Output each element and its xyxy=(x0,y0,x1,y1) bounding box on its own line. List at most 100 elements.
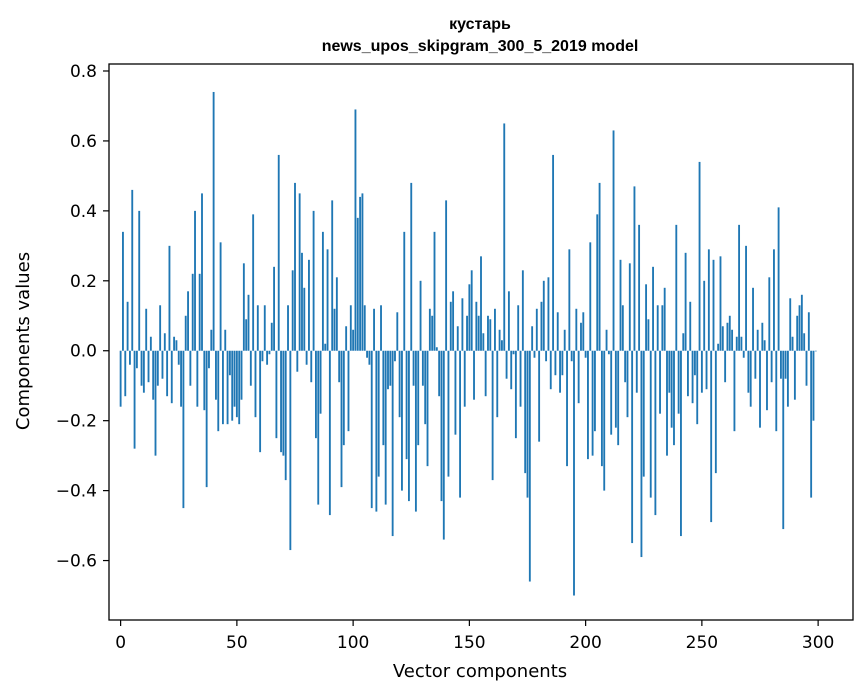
bars-group xyxy=(119,91,817,596)
bar xyxy=(482,333,485,351)
bar xyxy=(417,350,420,446)
bar xyxy=(512,350,515,355)
bar xyxy=(580,322,582,351)
bar xyxy=(591,350,594,456)
bar xyxy=(377,350,380,477)
bar xyxy=(673,350,675,446)
bar xyxy=(254,350,257,418)
bar xyxy=(635,350,638,393)
bar xyxy=(531,326,534,351)
bar xyxy=(649,350,652,498)
bar xyxy=(549,350,552,390)
bar xyxy=(303,287,306,351)
bar xyxy=(754,350,757,379)
bar xyxy=(793,350,796,400)
bar xyxy=(147,350,150,383)
bar xyxy=(552,154,555,351)
x-tick-label: 0 xyxy=(115,633,126,653)
bar xyxy=(807,312,810,351)
bar xyxy=(461,298,464,351)
bar xyxy=(159,305,162,351)
bar xyxy=(812,350,815,421)
bar xyxy=(731,329,734,351)
bar xyxy=(119,350,122,407)
bar xyxy=(540,301,543,351)
bar xyxy=(217,350,220,432)
bar xyxy=(747,350,750,393)
bar xyxy=(710,350,713,523)
bar xyxy=(547,277,550,351)
bar xyxy=(503,123,506,351)
bar xyxy=(226,350,229,425)
bar xyxy=(526,350,529,498)
bar xyxy=(173,336,176,351)
bar xyxy=(408,350,410,502)
bar xyxy=(473,350,475,400)
bar xyxy=(707,249,710,351)
bar xyxy=(770,350,773,383)
bar xyxy=(475,301,478,351)
bar xyxy=(700,350,703,393)
bar xyxy=(814,350,817,352)
bar xyxy=(240,350,243,400)
bar xyxy=(514,350,517,439)
bar xyxy=(196,350,199,407)
bar xyxy=(275,350,278,439)
bar xyxy=(689,301,692,351)
bar xyxy=(498,329,501,351)
bar xyxy=(577,350,580,404)
bar xyxy=(212,91,215,351)
bar xyxy=(533,350,536,358)
bar xyxy=(208,350,210,369)
bar xyxy=(768,277,771,351)
bar xyxy=(654,350,657,516)
bar xyxy=(705,350,708,390)
y-axis-ticks: −0.6 −0.4 −0.2 0.0 0.2 0.4 0.6 0.8 xyxy=(56,62,109,572)
bar xyxy=(184,315,187,351)
bar xyxy=(273,266,275,351)
bar xyxy=(228,350,231,376)
x-tick-label: 100 xyxy=(337,633,369,653)
bar xyxy=(624,350,627,383)
bar xyxy=(347,350,350,432)
x-axis-label: Vector components xyxy=(393,661,567,682)
bar xyxy=(661,305,664,351)
bar xyxy=(521,270,524,351)
bar xyxy=(289,350,292,551)
bar xyxy=(496,350,499,418)
bar xyxy=(131,189,134,351)
bar xyxy=(305,350,308,365)
bar xyxy=(756,329,759,351)
bar xyxy=(242,263,245,351)
bar xyxy=(752,287,754,351)
x-tick-label: 50 xyxy=(226,633,248,653)
bar xyxy=(170,350,173,404)
bar xyxy=(535,308,538,351)
bar xyxy=(419,280,422,351)
bar xyxy=(431,315,434,351)
bar xyxy=(573,350,575,596)
bar xyxy=(614,350,617,428)
bar xyxy=(617,350,620,446)
y-tick-label: −0.4 xyxy=(56,482,97,502)
bar xyxy=(684,252,687,351)
bar xyxy=(507,291,510,351)
bar xyxy=(717,343,720,351)
bar xyxy=(249,350,252,386)
bar xyxy=(354,109,357,351)
bar xyxy=(149,336,152,351)
bar xyxy=(428,308,431,351)
bar xyxy=(733,350,736,432)
bar xyxy=(342,350,345,446)
bar xyxy=(738,224,741,351)
bar xyxy=(280,350,282,453)
bar xyxy=(638,224,641,351)
y-tick-label: −0.2 xyxy=(56,412,97,432)
bar xyxy=(598,182,601,351)
bar xyxy=(691,350,694,404)
bar xyxy=(261,350,264,362)
bar xyxy=(575,308,578,351)
x-tick-label: 200 xyxy=(569,633,601,653)
bar xyxy=(726,322,729,351)
